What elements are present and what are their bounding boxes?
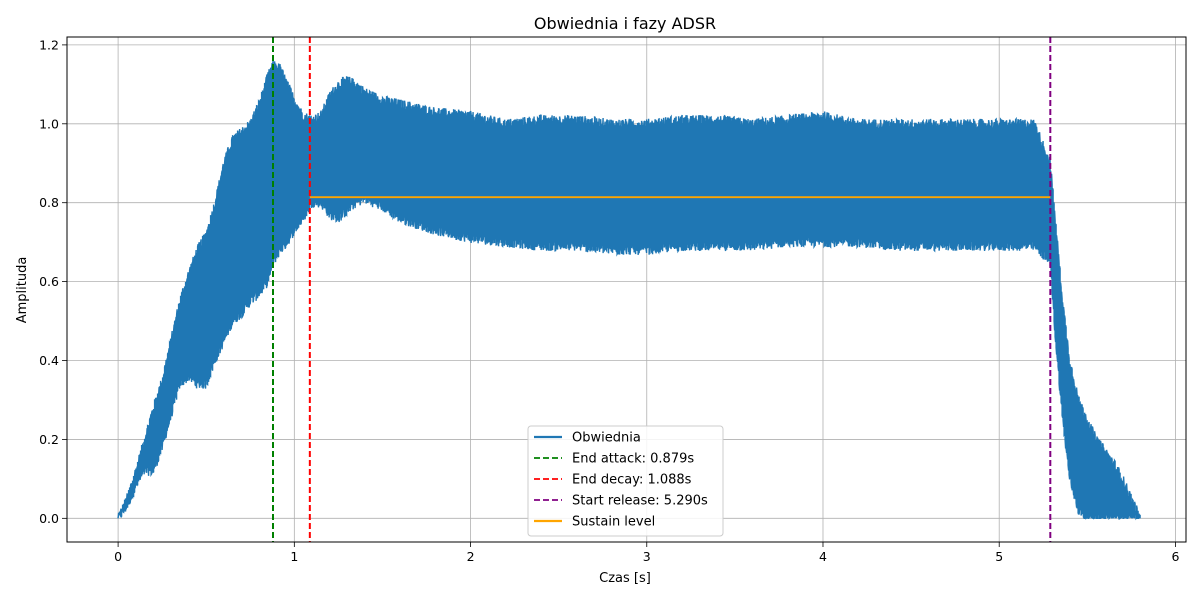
legend-label: Obwiednia xyxy=(572,431,641,446)
x-axis-label: Czas [s] xyxy=(599,571,651,586)
y-tick-label: 0.6 xyxy=(39,274,59,289)
series-obwiednia xyxy=(117,59,1141,521)
x-tick-label: 3 xyxy=(643,549,651,564)
y-tick-label: 0.0 xyxy=(39,511,59,526)
y-tick-label: 0.8 xyxy=(39,195,59,210)
y-tick-label: 1.0 xyxy=(39,116,59,131)
y-tick-label: 0.4 xyxy=(39,353,59,368)
x-tick-label: 5 xyxy=(995,549,1003,564)
x-tick-label: 6 xyxy=(1171,549,1179,564)
axes-frame xyxy=(66,36,1187,543)
legend-label: End decay: 1.088s xyxy=(572,473,692,488)
legend-box xyxy=(527,425,724,537)
x-tick-label: 2 xyxy=(467,549,475,564)
y-tick-label: 0.2 xyxy=(39,432,59,447)
legend-label: End attack: 0.879s xyxy=(572,452,694,467)
x-tick-label: 4 xyxy=(819,549,827,564)
x-tick-label: 0 xyxy=(114,549,122,564)
x-tick-label: 1 xyxy=(290,549,298,564)
plot-area xyxy=(117,37,1141,542)
legend-label: Start release: 5.290s xyxy=(572,494,708,509)
y-axis-label: Amplituda xyxy=(15,257,30,324)
axes: 0 1 2 3 4 5 6 0.0 0.2 0.4 0.6 0.8 1.0 1.2 xyxy=(39,36,1187,564)
chart-title: Obwiednia i fazy ADSR xyxy=(534,14,716,33)
legend: Obwiednia End attack: 0.879s End decay: 1.… xyxy=(527,425,724,537)
legend-label: Sustain level xyxy=(572,515,655,530)
y-tick-label: 1.2 xyxy=(39,37,59,52)
